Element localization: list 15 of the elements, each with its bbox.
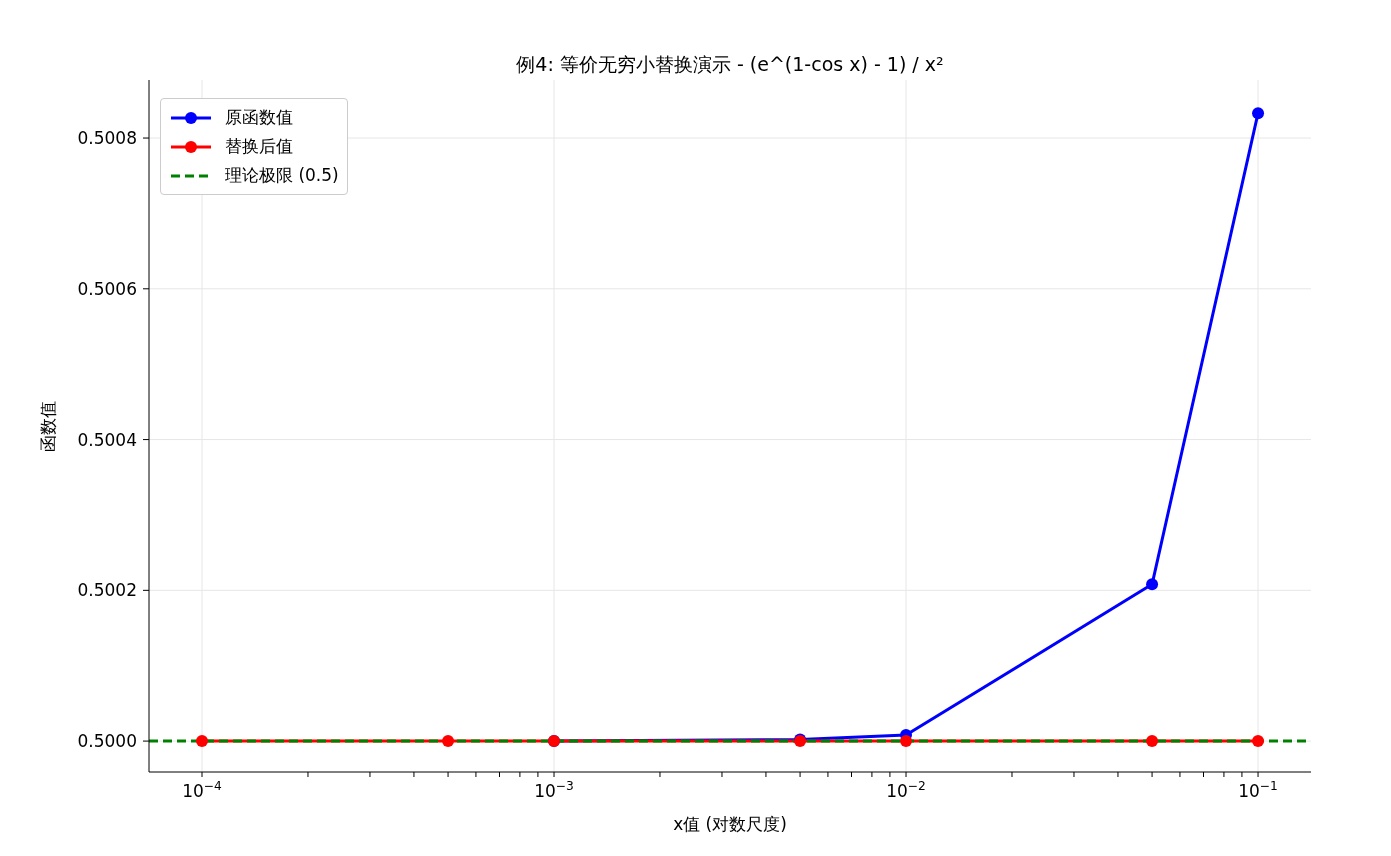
- chart-title: 例4: 等价无穷小替换演示 - (e^(1-cos x) - 1) / x²: [515, 52, 945, 77]
- y-tick-label: 0.5006: [77, 278, 137, 299]
- y-tick-label: 0.5002: [77, 580, 137, 601]
- y-tick-label: 0.5000: [77, 731, 137, 752]
- y-tick-label: 0.5008: [77, 128, 137, 149]
- x-tick-label: 10$^{−4}$: [182, 779, 223, 801]
- y-tick-label: 0.5004: [77, 429, 137, 450]
- legend-label: 原函数值: [225, 106, 293, 129]
- legend-label: 替换后值: [225, 135, 293, 158]
- x-tick-label: 10$^{−2}$: [886, 779, 926, 801]
- x-axis-title: x值 (对数尺度): [673, 814, 787, 834]
- legend-label: 理论极限 (0.5): [225, 164, 339, 187]
- x-tick-label: 10$^{−3}$: [534, 779, 574, 801]
- x-tick-label: 10$^{−1}$: [1238, 779, 1278, 801]
- y-axis-title: 函数值: [38, 400, 59, 452]
